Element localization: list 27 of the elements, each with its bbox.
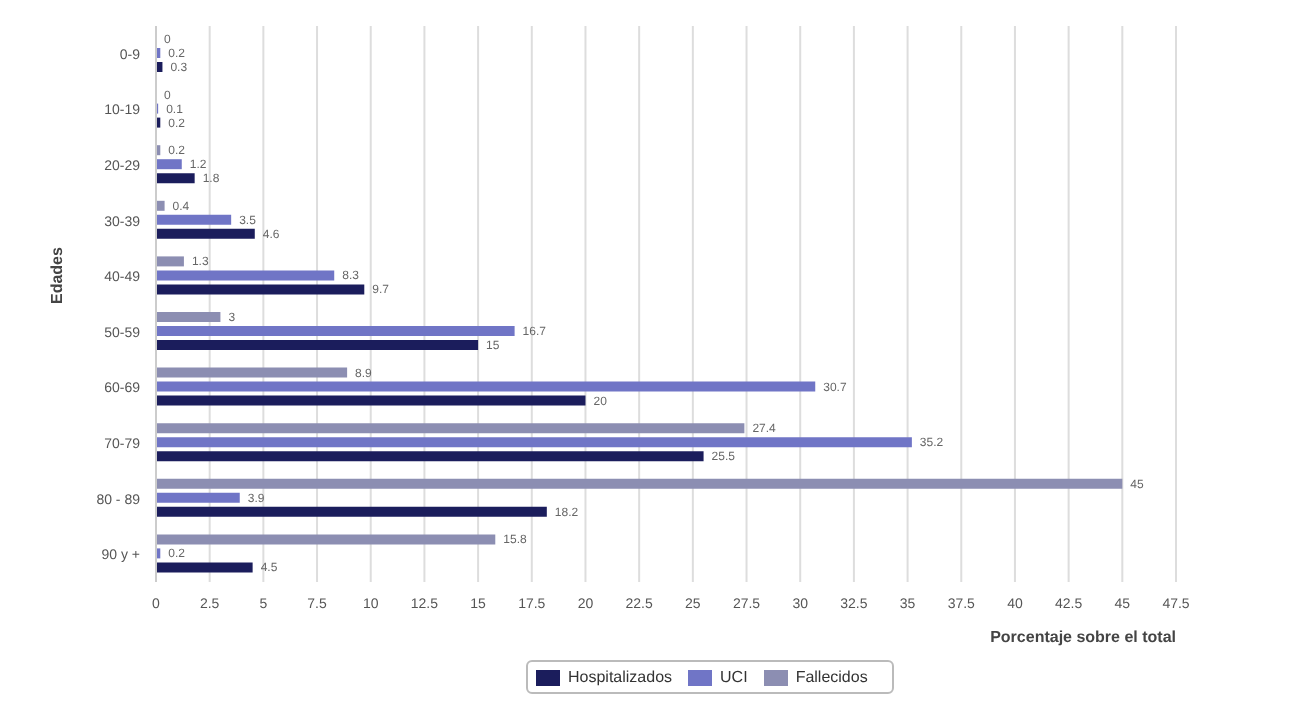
bar: [156, 381, 816, 392]
bar: [156, 228, 255, 239]
legend-label: Fallecidos: [793, 668, 868, 686]
bar: [156, 395, 586, 406]
bar: [156, 312, 221, 322]
x-axis-title: Porcentaje sobre el total: [990, 628, 1176, 646]
bar: [156, 534, 496, 545]
bar: [156, 478, 1123, 489]
bar: [156, 173, 195, 184]
bar: [156, 270, 335, 281]
bar: [156, 423, 745, 434]
bar: [156, 214, 232, 225]
bar: [156, 159, 182, 170]
legend-label: UCI: [718, 668, 748, 686]
bar: [156, 506, 547, 517]
bar: [156, 326, 515, 336]
bar: [156, 492, 240, 503]
y-axis-title: Edades: [47, 245, 66, 304]
bar: [156, 200, 165, 211]
bar: [156, 284, 365, 295]
bar: [156, 256, 184, 267]
bar: [156, 340, 479, 350]
bar: [156, 562, 253, 573]
bar: [156, 437, 912, 448]
bar: [156, 367, 348, 378]
bar: [156, 451, 704, 462]
legend-label: Hospitalizados: [566, 668, 673, 686]
